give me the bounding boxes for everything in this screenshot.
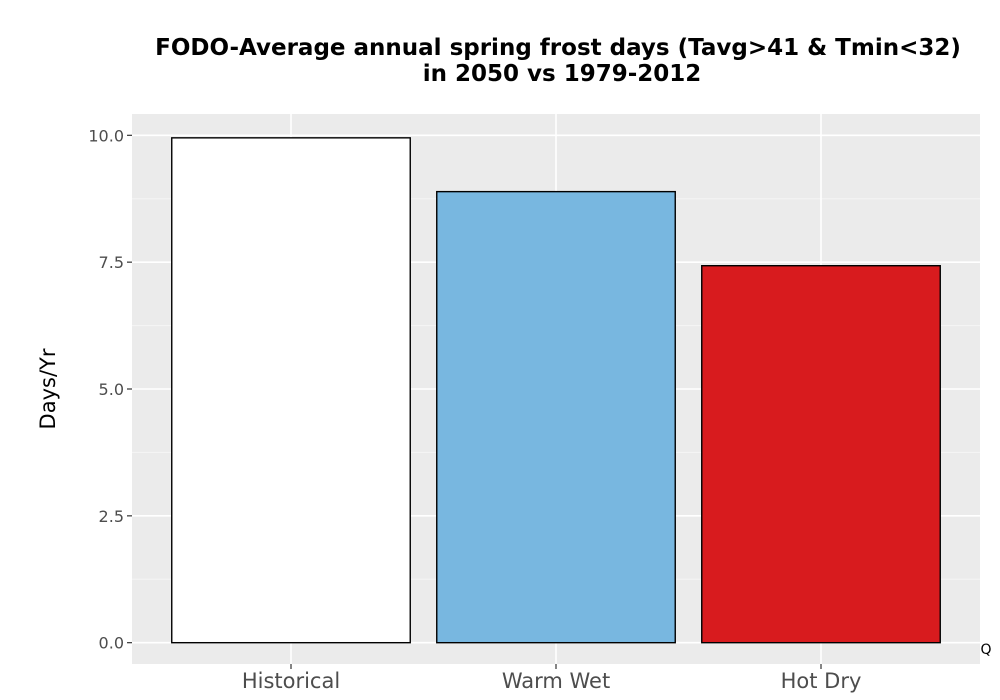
x-axis: Historical Warm Wet Hot Dry: [242, 664, 862, 693]
y-tick-label: 7.5: [99, 253, 124, 272]
y-axis-title: Days/Yr: [36, 348, 60, 429]
bars: [171, 137, 941, 644]
bar-hot-dry: [701, 265, 941, 644]
x-tick-label: Warm Wet: [502, 669, 610, 693]
corner-note: Q: [980, 642, 991, 658]
bar-historical: [171, 137, 411, 644]
chart-title-line1: FODO-Average annual spring frost days (T…: [155, 35, 961, 61]
y-tick-label: 5.0: [99, 380, 124, 399]
y-tick-label: 0.0: [99, 634, 124, 653]
chart-title-line2: in 2050 vs 1979-2012: [423, 61, 702, 87]
bar-warm-wet: [436, 190, 676, 644]
y-tick-label: 10.0: [88, 126, 124, 145]
x-tick-label: Hot Dry: [781, 669, 862, 693]
y-tick-label: 2.5: [99, 507, 124, 526]
x-tick-label: Historical: [242, 669, 340, 693]
y-axis: 0.0 2.5 5.0 7.5 10.0: [88, 126, 132, 653]
